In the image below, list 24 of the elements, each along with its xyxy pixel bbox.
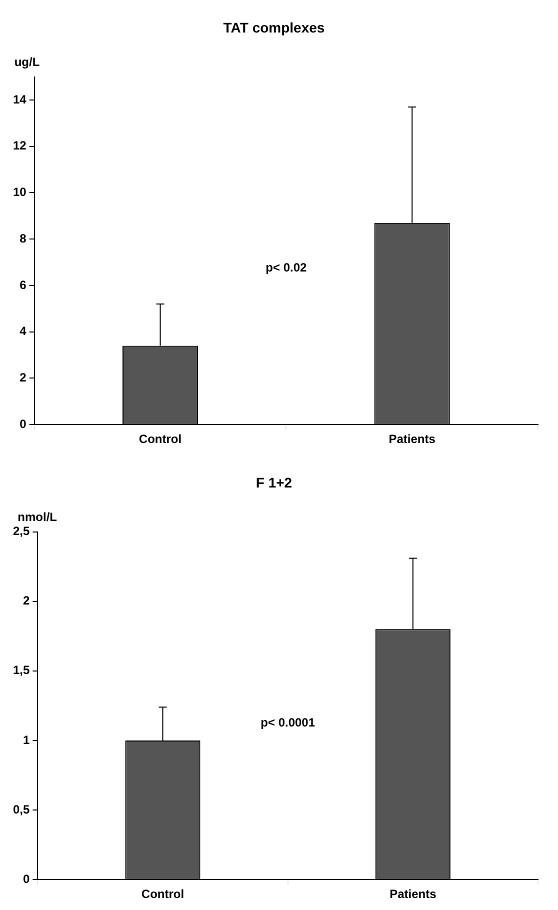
y-tick-label: 0 [22, 872, 30, 886]
y-tick-label: 1 [22, 732, 30, 747]
y-tick-label: 2,5 [12, 524, 30, 538]
y-tick-label: 4 [20, 324, 27, 338]
y-tick-label: 1,5 [12, 663, 30, 678]
y-tick-label: 14 [12, 92, 27, 106]
annotation: p< 0.0001 [260, 715, 316, 730]
y-axis-title: ug/L [14, 55, 40, 70]
y-tick-label: 2 [20, 370, 27, 385]
x-tick-label: Patients [390, 887, 437, 902]
x-tick-label: Patients [388, 432, 436, 446]
y-tick-label: 6 [20, 278, 27, 292]
y-tick-label: 0,5 [12, 802, 30, 816]
annotation: p< 0.02 [266, 260, 308, 274]
y-tick-label: 12 [12, 138, 27, 153]
y-tick-label: 0 [20, 416, 27, 431]
y-tick-label: 10 [12, 185, 27, 200]
x-tick-label: Control [141, 887, 184, 902]
x-tick-label: Control [138, 432, 182, 446]
y-axis-title: nmol/L [18, 510, 58, 524]
chart-title: F 1+2 [256, 474, 292, 490]
y-tick-label: 8 [20, 231, 27, 246]
y-tick-label: 2 [22, 594, 30, 608]
chart-title: TAT complexes [223, 19, 325, 36]
